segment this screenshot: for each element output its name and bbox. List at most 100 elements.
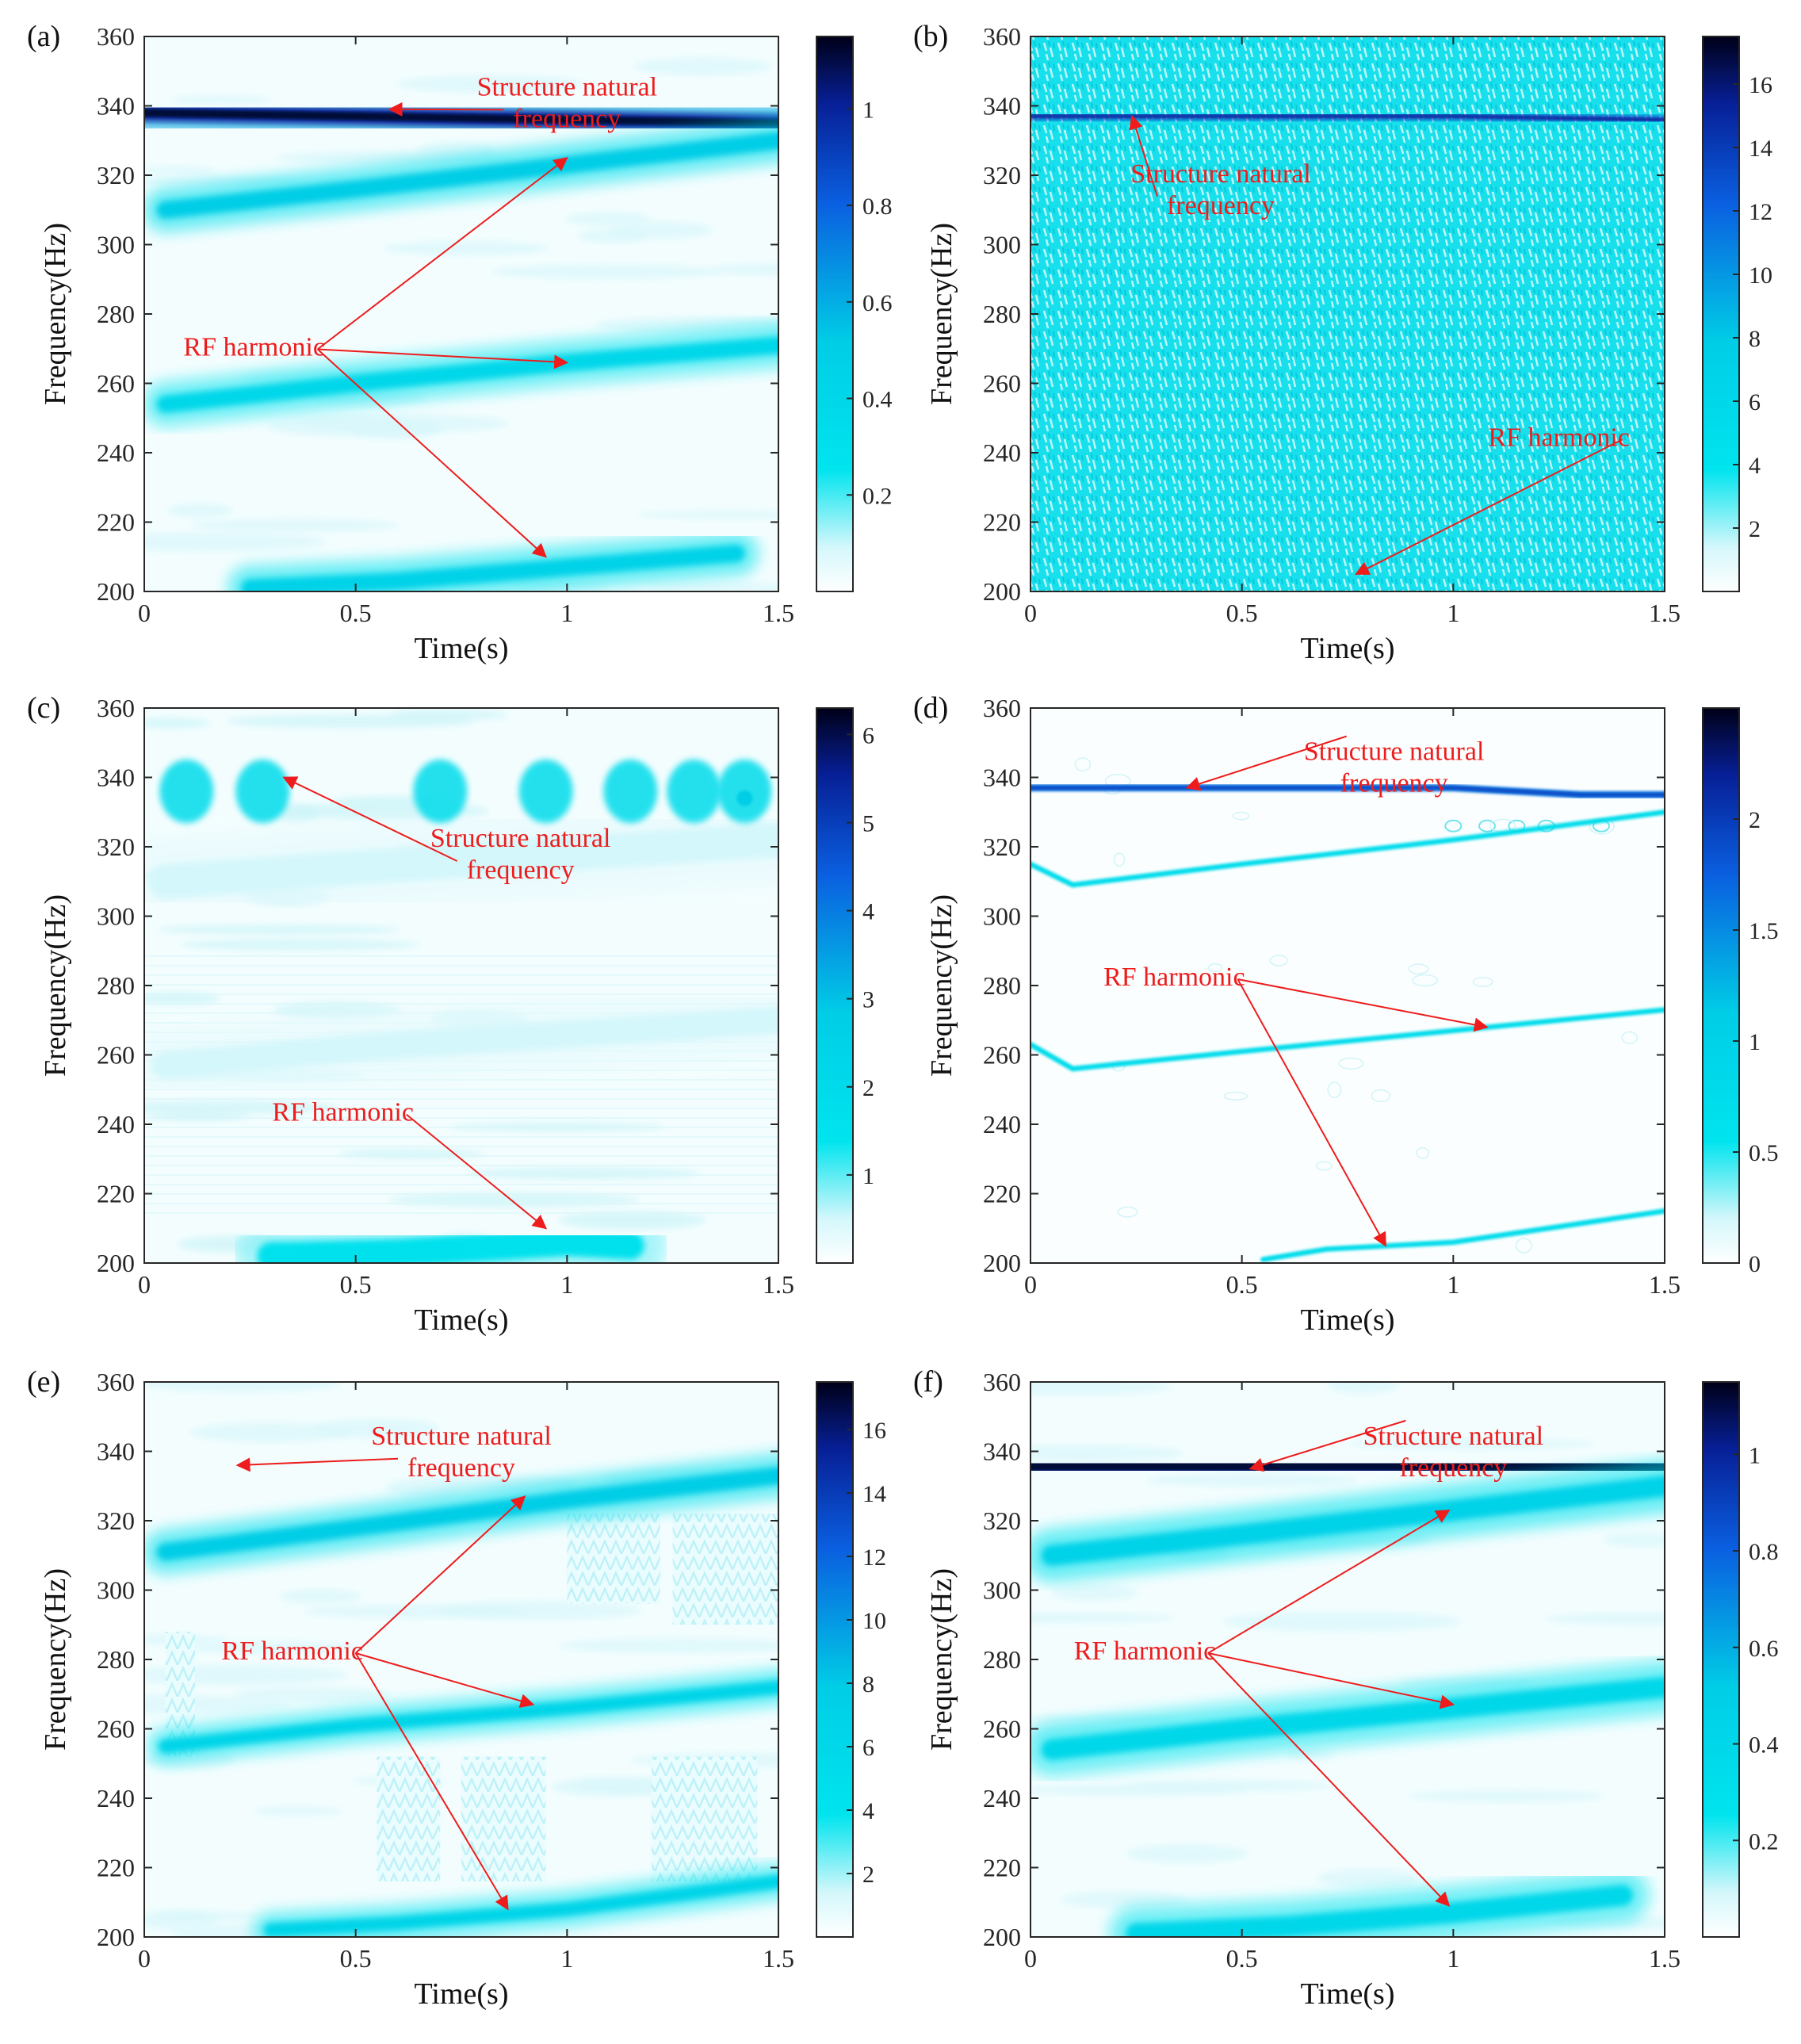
y-tick-label: 280 xyxy=(97,971,135,1000)
colorbar xyxy=(816,707,854,1264)
contour-loop xyxy=(1269,955,1288,966)
y-tick-label: 300 xyxy=(983,1576,1021,1605)
x-tick-label: 0 xyxy=(138,1270,151,1299)
contour-loop xyxy=(1117,1206,1138,1218)
colorbar xyxy=(1702,36,1740,592)
y-tick-label: 360 xyxy=(983,1368,1021,1396)
artifact-block xyxy=(567,1514,660,1604)
y-tick-label: 220 xyxy=(983,1180,1021,1208)
annotation-label: Structure natural xyxy=(371,1422,552,1451)
colorbar-tick-label: 6 xyxy=(862,722,874,748)
colorbar-tick-label: 0.2 xyxy=(862,483,893,509)
ridge-core-structure-natural-frequency xyxy=(1031,1460,1665,1475)
plot-area-f xyxy=(1031,1382,1665,1937)
x-tick-label: 0.5 xyxy=(340,1270,372,1299)
colorbar-tick-label: 1 xyxy=(862,97,874,123)
colorbar-tick-label: 0.2 xyxy=(1749,1828,1779,1855)
background-noise-blob xyxy=(1603,1532,1665,1548)
background-noise-blob xyxy=(144,1382,341,1393)
y-tick-label: 220 xyxy=(983,1854,1021,1882)
y-tick-label: 340 xyxy=(983,1437,1021,1466)
spectrogram-background xyxy=(1031,708,1665,1263)
annotation-arrow xyxy=(1355,438,1623,576)
contour-loop xyxy=(1412,974,1438,987)
contour-loop xyxy=(1416,1146,1429,1159)
x-axis-label: Time(s) xyxy=(415,1977,509,2011)
colorbar xyxy=(816,1381,854,1938)
background-noise-blob xyxy=(279,1589,362,1604)
annotation-label: frequency xyxy=(467,855,575,885)
annotation-label: RF harmonic xyxy=(183,333,324,362)
annotation-arrow xyxy=(316,348,547,558)
ridge-rf-harmonic-1 xyxy=(156,132,778,219)
band-blob xyxy=(518,760,573,823)
colorbar-tick-label: 8 xyxy=(862,1671,874,1698)
annotation-label: RF harmonic xyxy=(221,1636,362,1666)
y-tick-label: 320 xyxy=(97,833,135,861)
annotation-arrow xyxy=(1207,1652,1455,1709)
background-noise-blob xyxy=(234,1686,392,1702)
y-tick-label: 300 xyxy=(97,231,135,259)
ridge-rf-harmonic-2 xyxy=(151,1006,778,1080)
ridge-core-structure-natural-frequency xyxy=(144,109,778,128)
annotation-arrow xyxy=(282,776,458,862)
background-noise-blob xyxy=(144,532,327,552)
plot-area-d xyxy=(1031,708,1665,1263)
annotation-label: Structure natural xyxy=(1304,737,1485,767)
y-tick-label: 320 xyxy=(983,161,1021,189)
x-tick-label: 1 xyxy=(1447,1944,1459,1973)
background-noise-blob xyxy=(144,1664,348,1686)
colorbar-tick-label: 2 xyxy=(862,1862,874,1888)
colorbar-tick-label: 6 xyxy=(862,1735,874,1761)
x-tick-label: 1.5 xyxy=(763,1270,794,1299)
background-noise-blob xyxy=(1061,1890,1187,1909)
contour-loop xyxy=(1232,811,1250,821)
background-noise-blob xyxy=(1126,1844,1248,1863)
y-tick-label: 200 xyxy=(983,1249,1021,1277)
panel-e: 0 0.5 1 1.5 200 220 240 260 280 300 320 340 360 Time(… xyxy=(27,1365,886,2011)
y-tick-label: 340 xyxy=(97,764,135,792)
ridge-core-structure-natural-frequency xyxy=(1031,786,1665,797)
ridge-rf-harmonic-3 xyxy=(1126,1885,1633,1937)
annotation-arrow xyxy=(317,157,568,350)
colorbar-tick-label: 2 xyxy=(862,1075,874,1101)
y-tick-label: 360 xyxy=(97,694,135,722)
colorbar-tick-label: 10 xyxy=(862,1608,886,1634)
y-tick-label: 280 xyxy=(983,1645,1021,1674)
background-noise-blob xyxy=(609,221,713,239)
annotation-label: RF harmonic xyxy=(1074,1636,1215,1666)
y-tick-label: 280 xyxy=(97,300,135,328)
ridge-rf-harmonic-3 xyxy=(264,1874,778,1937)
background-noise-blob xyxy=(385,1477,462,1497)
y-axis-label: Frequency(Hz) xyxy=(925,894,958,1077)
annotation-arrow xyxy=(1248,1419,1406,1472)
background-noise-blob xyxy=(559,1637,778,1654)
band-blob xyxy=(667,760,721,823)
ridge-rf-harmonic-2 xyxy=(1031,1007,1665,1072)
background-noise-blob xyxy=(189,1422,352,1443)
panel-a: 0 0.5 1 1.5 200 220 240 260 280 300 320 340 360 Time(… xyxy=(27,20,893,665)
colorbar-tick-label: 0.5 xyxy=(1749,1140,1779,1166)
y-tick-label: 300 xyxy=(97,902,135,931)
y-tick-label: 240 xyxy=(983,1784,1021,1812)
contour-loop xyxy=(1338,1057,1364,1070)
artifact-block xyxy=(652,1756,758,1881)
y-tick-label: 260 xyxy=(97,369,135,398)
colorbar-tick-label: 6 xyxy=(1749,389,1761,415)
y-tick-label: 260 xyxy=(983,1041,1021,1070)
background-noise-blob xyxy=(180,939,419,951)
background-noise-blob xyxy=(313,1418,439,1439)
y-tick-label: 360 xyxy=(97,1368,135,1396)
background-noise-blob xyxy=(1050,1584,1138,1602)
x-tick-label: 1 xyxy=(1447,599,1459,627)
y-tick-label: 320 xyxy=(983,1506,1021,1535)
x-tick-label: 1.5 xyxy=(763,1944,794,1973)
colorbar-tick-label: 2 xyxy=(1749,807,1761,833)
colorbar-tick-label: 16 xyxy=(862,1418,886,1444)
background-noise-blob xyxy=(144,166,216,175)
y-tick-label: 360 xyxy=(983,22,1021,51)
y-axis-label: Frequency(Hz) xyxy=(39,894,72,1077)
y-tick-label: 220 xyxy=(983,508,1021,537)
y-tick-label: 200 xyxy=(983,1923,1021,1951)
ridge-rf-harmonic-3 xyxy=(257,1228,644,1263)
